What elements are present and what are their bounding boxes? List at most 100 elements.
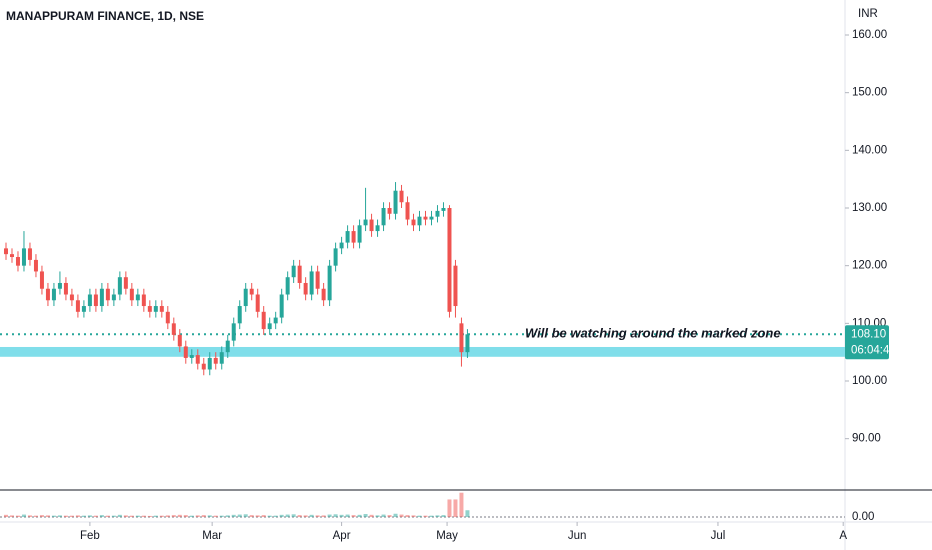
volume-bar — [33, 515, 38, 517]
candle-body — [3, 248, 8, 255]
y-tick-label: 160.00 — [852, 29, 887, 41]
volume-bar — [159, 515, 164, 517]
candle-body — [207, 357, 212, 370]
volume-bar — [297, 515, 302, 517]
volume-bar — [219, 515, 224, 517]
volume-bar — [225, 515, 230, 517]
volume-bar — [435, 515, 440, 517]
candle-body — [87, 294, 92, 307]
candle-body — [201, 363, 206, 370]
volume-bar — [93, 515, 98, 517]
candle-body — [183, 346, 188, 358]
candle-body — [243, 288, 248, 307]
volume-bar — [459, 492, 464, 517]
candle-body — [15, 257, 20, 266]
x-tick-label: Feb — [80, 530, 100, 542]
candle-body — [39, 271, 44, 289]
volume-bar — [117, 514, 122, 517]
volume-bar — [183, 515, 188, 517]
volume-bar — [333, 514, 338, 517]
volume-bar — [141, 515, 146, 517]
candle-body — [231, 323, 236, 341]
chart-title: MANAPPURAM FINANCE, 1D, NSE — [6, 9, 204, 23]
candle-body — [165, 311, 170, 324]
candle-body — [225, 340, 230, 353]
volume-bar — [375, 515, 380, 517]
volume-bar — [207, 515, 212, 517]
candle-body — [423, 216, 428, 220]
candle-body — [255, 294, 260, 312]
volume-bar — [57, 515, 62, 517]
candle-body — [117, 277, 122, 295]
volume-bar — [255, 515, 260, 517]
candle-body — [303, 282, 308, 295]
candle-body — [9, 254, 14, 258]
volume-bar — [393, 513, 398, 517]
candle-body — [447, 208, 452, 312]
volume-bar — [45, 515, 50, 517]
countdown-label: 06:04:49 — [851, 344, 896, 356]
candle-body — [417, 216, 422, 226]
candle-body — [369, 219, 374, 232]
volume-bar — [195, 515, 200, 517]
volume-bar — [411, 515, 416, 517]
candle-body — [81, 306, 86, 312]
x-tick-label: Jun — [568, 530, 587, 542]
volume-bar — [87, 515, 92, 517]
volume-bar — [381, 514, 386, 517]
candle-body — [309, 271, 314, 295]
candle-body — [267, 323, 272, 330]
volume-bar — [231, 514, 236, 517]
candle-body — [177, 334, 182, 347]
volume-bar — [111, 515, 116, 517]
volume-bar — [3, 514, 8, 517]
candle-body — [249, 288, 254, 295]
last-price-label: 108.10 — [851, 328, 886, 340]
candle-body — [411, 219, 416, 226]
y-tick-label: 150.00 — [852, 87, 887, 99]
candle-body — [189, 355, 194, 358]
volume-bar — [423, 515, 428, 517]
candle-body — [45, 288, 50, 301]
candle-body — [135, 294, 140, 301]
volume-bar — [453, 499, 458, 517]
candle-body — [297, 265, 302, 283]
volume-bar — [309, 514, 314, 517]
candle-body — [171, 323, 176, 335]
volume-bar — [357, 514, 362, 517]
candle-body — [393, 190, 398, 214]
y-tick-label: 90.00 — [852, 433, 881, 445]
x-tick-label: Jul — [711, 530, 726, 542]
candle-body — [123, 277, 128, 289]
volume-bar — [429, 515, 434, 517]
candle-body — [387, 208, 392, 214]
volume-bar — [285, 514, 290, 517]
candle-body — [273, 317, 278, 324]
candle-body — [33, 259, 38, 272]
candle-body — [381, 208, 386, 226]
volume-bar — [351, 515, 356, 517]
volume-bar — [189, 515, 194, 517]
candle-body — [63, 282, 68, 295]
candle-body — [237, 306, 242, 324]
volume-bar — [291, 514, 296, 517]
candle-body — [57, 282, 62, 289]
volume-bar — [363, 514, 368, 517]
volume-bar — [369, 514, 374, 517]
volume-bar — [441, 515, 446, 517]
y-tick-label: 100.00 — [852, 375, 887, 387]
candle-body — [219, 352, 224, 364]
candle-body — [429, 216, 434, 220]
candle-body — [435, 210, 440, 217]
candle-body — [363, 219, 368, 226]
candle-body — [441, 208, 446, 211]
candle-body — [75, 300, 80, 312]
candle-body — [405, 202, 410, 220]
volume-bar — [345, 514, 350, 517]
volume-bar — [417, 515, 422, 517]
volume-bar — [15, 515, 20, 517]
volume-bar — [243, 514, 248, 517]
x-tick-label: May — [436, 530, 458, 542]
candle-body — [147, 306, 152, 312]
